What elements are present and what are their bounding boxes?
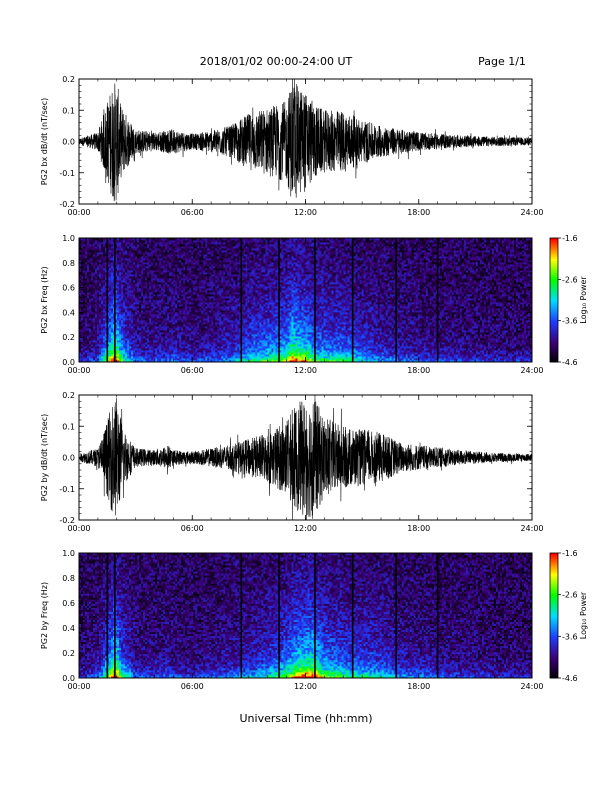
x-tick-label: 12:00 bbox=[294, 208, 317, 217]
x-tick-label: 06:00 bbox=[181, 208, 204, 217]
waveform-trace bbox=[79, 79, 532, 201]
page-number: Page 1/1 bbox=[478, 55, 526, 68]
figure-title: 2018/01/02 00:00-24:00 UT bbox=[200, 55, 353, 68]
y-axis-label: PG2 bx dB/dt (nT/sec) bbox=[40, 98, 49, 185]
x-axis-label: Universal Time (hh:mm) bbox=[240, 712, 373, 725]
x-tick-label: 00:00 bbox=[67, 208, 90, 217]
y-tick-label: 0.1 bbox=[62, 106, 75, 115]
y-tick-label: 0.2 bbox=[62, 75, 75, 84]
panels: 00:00 06:00 12:00 18:00 24:00 -0.2 -0.1 0.0 0.1 0… bbox=[40, 75, 588, 691]
spectrogram-cells bbox=[79, 238, 532, 362]
x-tick-label: 24:00 bbox=[520, 208, 543, 217]
y-tick-label: 0.0 bbox=[62, 138, 75, 147]
x-tick-label: 18:00 bbox=[407, 208, 430, 217]
y-tick-label: -0.2 bbox=[59, 200, 75, 209]
panel-bx-wave: 00:00 06:00 12:00 18:00 24:00 -0.2 -0.1 0.0 0.1 0… bbox=[40, 75, 544, 217]
y-tick-label: -0.1 bbox=[59, 169, 75, 178]
